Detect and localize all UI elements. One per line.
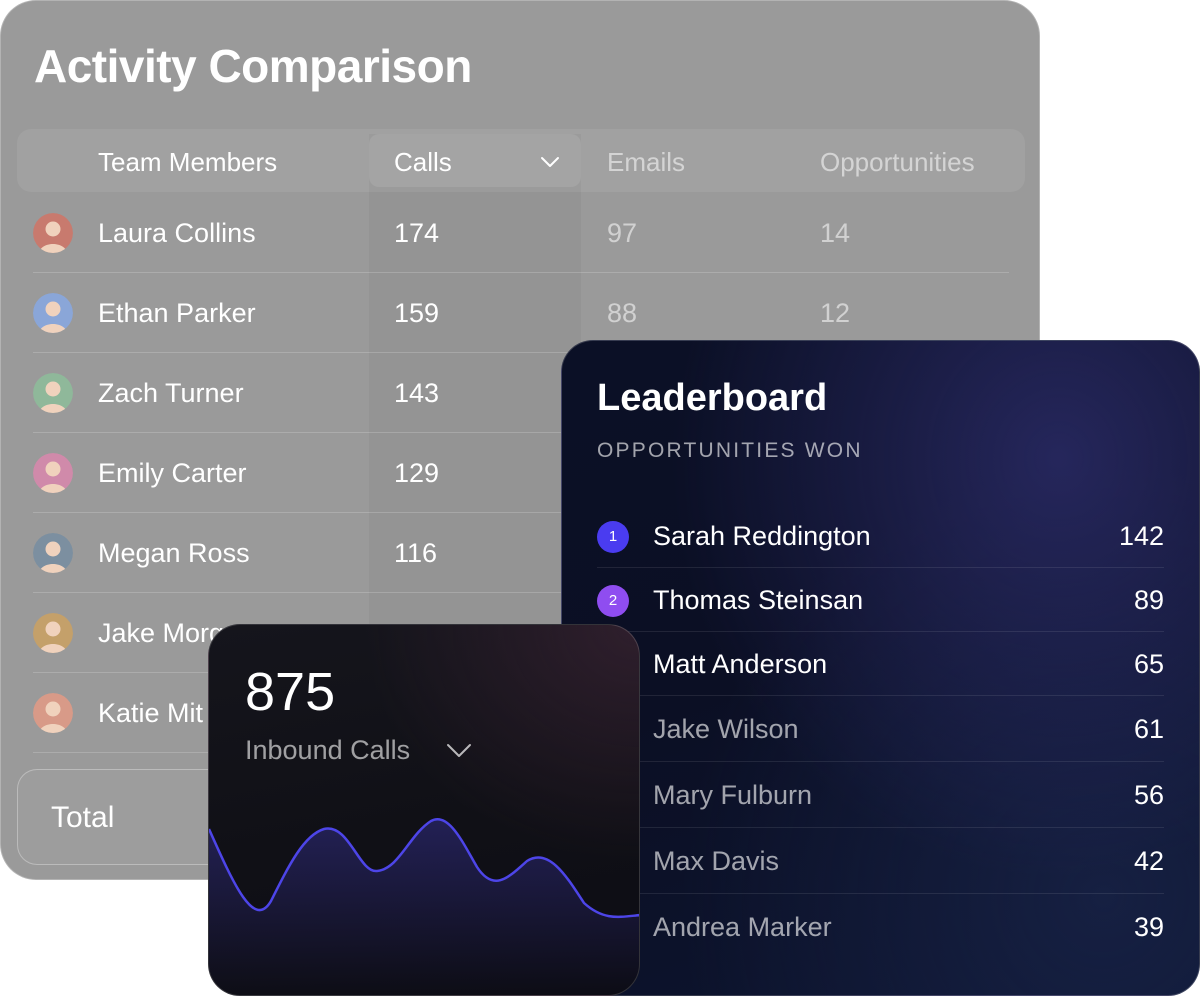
- opportunities-value: 14: [820, 218, 851, 248]
- member-name: Jake Morg: [98, 618, 225, 648]
- activity-title: Activity Comparison: [34, 40, 472, 92]
- leaderboard-title: Leaderboard: [597, 377, 828, 419]
- calls-value: 159: [394, 298, 440, 328]
- table-row[interactable]: Laura Collins 174 97 14: [33, 193, 1009, 273]
- leaderboard-name: Andrea Marker: [653, 912, 832, 942]
- leaderboard-name: Thomas Steinsan: [653, 585, 864, 615]
- leaderboard-row[interactable]: Max Davis 42: [597, 828, 1164, 894]
- leaderboard-name: Mary Fulburn: [653, 780, 813, 810]
- table-row[interactable]: Ethan Parker 159 88 12: [33, 273, 1009, 353]
- leaderboard-name: Matt Anderson: [653, 649, 828, 679]
- column-header-opportunities[interactable]: Opportunities: [820, 147, 975, 177]
- leaderboard-score: 56: [1133, 780, 1164, 810]
- table-header: [17, 129, 1025, 192]
- column-header-team-members[interactable]: Team Members: [98, 147, 278, 177]
- leaderboard-row[interactable]: Mary Fulburn 56: [597, 762, 1164, 828]
- avatar: [33, 373, 73, 413]
- member-name: Ethan Parker: [98, 298, 256, 328]
- leaderboard-card: Leaderboard OPPORTUNITIES WON 1 Sarah Red…: [561, 340, 1200, 996]
- leaderboard-name: Jake Wilson: [653, 714, 799, 744]
- emails-value: 88: [607, 298, 638, 328]
- avatar: [33, 613, 73, 653]
- avatar: [33, 213, 73, 253]
- avatar: [33, 293, 73, 333]
- rank-badge: 2: [597, 585, 629, 617]
- member-name: Zach Turner: [98, 378, 244, 408]
- sparkline-area: [209, 819, 639, 995]
- inbound-calls-label[interactable]: Inbound Calls: [245, 735, 411, 765]
- leaderboard-score: 42: [1133, 846, 1164, 876]
- column-header-emails[interactable]: Emails: [607, 147, 686, 177]
- member-name: Laura Collins: [98, 218, 256, 248]
- calls-value: 129: [394, 458, 440, 488]
- chevron-down-icon[interactable]: [539, 151, 561, 173]
- leaderboard-row[interactable]: Jake Wilson 61: [597, 696, 1164, 762]
- avatar: [33, 533, 73, 573]
- inbound-calls-sparkline: [209, 818, 639, 995]
- opportunities-value: 12: [820, 298, 851, 328]
- avatar: [33, 453, 73, 493]
- column-header-calls[interactable]: Calls: [394, 147, 452, 177]
- inbound-calls-card: 875 Inbound Calls: [208, 624, 640, 996]
- avatar: [33, 693, 73, 733]
- member-name: Emily Carter: [98, 458, 247, 488]
- calls-value: 116: [394, 538, 438, 568]
- leaderboard-score: 39: [1133, 912, 1164, 942]
- table-row[interactable]: Zach Turner 143: [33, 353, 1009, 433]
- calls-value: 143: [394, 378, 440, 408]
- leaderboard-score: 61: [1133, 714, 1164, 744]
- total-label: Total: [51, 801, 115, 834]
- leaderboard-row[interactable]: 1 Sarah Reddington 142: [597, 504, 1164, 568]
- leaderboard-row[interactable]: Matt Anderson 65: [597, 632, 1164, 696]
- emails-value: 97: [607, 218, 638, 248]
- table-row[interactable]: Emily Carter 129: [33, 433, 1009, 513]
- leaderboard-subtitle: OPPORTUNITIES WON: [597, 439, 863, 462]
- table-row[interactable]: Megan Ross 116: [33, 513, 1009, 593]
- member-name: Katie Mit: [98, 698, 204, 728]
- inbound-calls-value: 875: [245, 662, 336, 722]
- calls-value: 174: [394, 218, 440, 248]
- leaderboard-score: 89: [1133, 585, 1164, 615]
- leaderboard-row[interactable]: Andrea Marker 39: [597, 894, 1164, 960]
- leaderboard-name: Sarah Reddington: [653, 521, 871, 551]
- member-name: Megan Ross: [98, 538, 250, 568]
- leaderboard-name: Max Davis: [653, 846, 780, 876]
- leaderboard-row[interactable]: 2 Thomas Steinsan 89: [597, 568, 1164, 632]
- leaderboard-score: 142: [1118, 521, 1164, 551]
- rank-badge: 1: [597, 521, 629, 553]
- chevron-down-icon[interactable]: [445, 737, 473, 763]
- sparkline-line: [209, 818, 639, 919]
- leaderboard-score: 65: [1133, 649, 1164, 679]
